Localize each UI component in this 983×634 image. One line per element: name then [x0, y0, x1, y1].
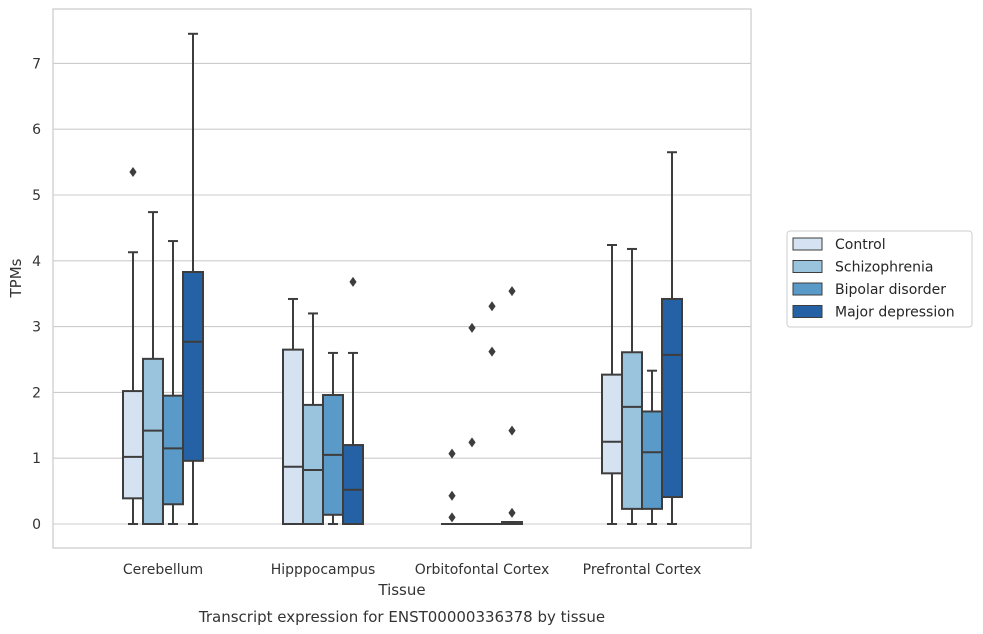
box-body	[601, 373, 623, 475]
outlier-point	[488, 301, 496, 312]
outlier-point	[508, 286, 516, 297]
box-major-depression	[661, 151, 683, 525]
outlier-point	[468, 322, 476, 333]
y-tick-label: 6	[32, 122, 41, 138]
legend-label: Major depression	[835, 305, 955, 321]
y-tick-label: 1	[32, 451, 41, 467]
box-major-depression	[342, 276, 364, 526]
legend-frame	[786, 230, 973, 328]
x-tick-label: Prefrontal Cortex	[583, 562, 702, 578]
box-control	[441, 448, 463, 526]
box-bipolar-disorder	[641, 369, 663, 525]
box-body	[142, 357, 164, 526]
box-bipolar-disorder	[322, 351, 344, 525]
legend-swatch	[792, 237, 823, 251]
legend-label: Schizophrenia	[835, 260, 933, 276]
box-control	[601, 244, 623, 525]
outlier-point	[508, 425, 516, 436]
box-body	[282, 348, 304, 525]
legend-label: Bipolar disorder	[835, 282, 946, 298]
outlier-point	[468, 437, 476, 448]
box-schizophrenia	[621, 247, 643, 525]
x-tick-label: Cerebellum	[123, 562, 203, 578]
box-bipolar-disorder	[481, 301, 503, 526]
x-axis-label: Tissue	[377, 581, 425, 599]
legend-swatch	[792, 260, 823, 273]
box-body	[641, 410, 663, 510]
box-major-depression	[182, 32, 204, 525]
box-schizophrenia	[461, 322, 483, 526]
box-major-depression	[501, 286, 523, 526]
box-body	[162, 394, 184, 506]
x-tick-label: Orbitofontal Cortex	[415, 562, 550, 578]
box-bipolar-disorder	[162, 240, 184, 525]
legend-label: Control	[835, 237, 886, 253]
outlier-point	[349, 276, 357, 287]
x-axis-ticks: Cerebellum Hipppocampus Orbitofontal Corte…	[123, 562, 701, 578]
box-control	[122, 166, 144, 525]
box-body	[661, 297, 683, 499]
outlier-point	[508, 507, 516, 518]
outlier-point	[448, 448, 456, 459]
box-body	[621, 351, 643, 510]
box-schizophrenia	[302, 312, 324, 526]
y-tick-label: 0	[32, 517, 41, 533]
outlier-point	[488, 346, 496, 357]
box-control	[282, 297, 304, 525]
y-tick-label: 3	[32, 320, 41, 336]
y-axis-label: TPMs	[7, 258, 25, 298]
box-body	[122, 390, 144, 500]
outlier-point	[448, 512, 456, 523]
outlier-point	[448, 490, 456, 501]
boxes	[122, 32, 683, 526]
chart-caption: Transcript expression for ENST0000033637…	[198, 608, 605, 626]
legend-swatch	[792, 282, 823, 296]
box-schizophrenia	[142, 211, 164, 526]
y-axis-ticks: 0 1 2 3 4 5 6 7	[32, 56, 41, 533]
outlier-point	[129, 166, 137, 177]
plot-area-frame	[52, 8, 752, 549]
y-tick-label: 2	[32, 385, 41, 401]
box-body	[182, 270, 204, 462]
y-tick-label: 7	[32, 56, 41, 72]
y-tick-label: 4	[32, 254, 41, 270]
box-body	[342, 444, 364, 526]
y-tick-label: 5	[32, 188, 41, 204]
legend: Control Schizophrenia Bipolar disorder Majo…	[786, 230, 973, 328]
box-body	[302, 403, 324, 526]
x-tick-label: Hipppocampus	[271, 562, 376, 578]
legend-swatch	[792, 305, 823, 318]
